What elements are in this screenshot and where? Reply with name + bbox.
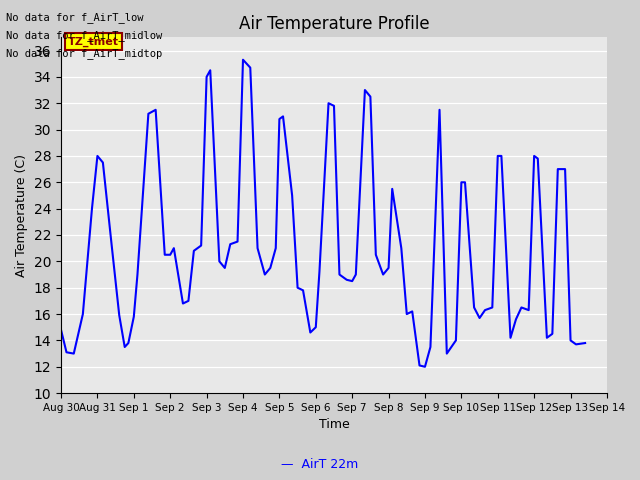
Text: No data for f_AirT_low: No data for f_AirT_low xyxy=(6,12,144,23)
Text: TZ_tmet: TZ_tmet xyxy=(68,36,119,47)
Y-axis label: Air Temperature (C): Air Temperature (C) xyxy=(15,154,28,277)
X-axis label: Time: Time xyxy=(319,419,349,432)
Text: No data for f_AirT_midlow: No data for f_AirT_midlow xyxy=(6,30,163,41)
Text: No data for f_AirT_midtop: No data for f_AirT_midtop xyxy=(6,48,163,60)
Text: —  AirT 22m: — AirT 22m xyxy=(282,458,358,471)
Title: Air Temperature Profile: Air Temperature Profile xyxy=(239,15,429,33)
